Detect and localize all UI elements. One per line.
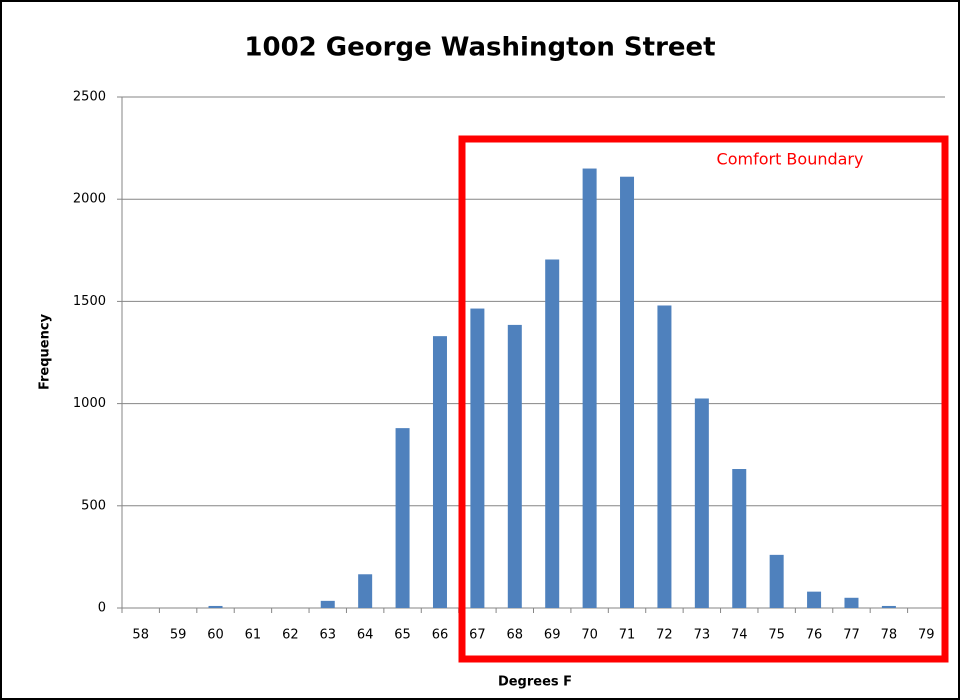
y-tick-label: 0	[98, 601, 106, 616]
bar	[881, 605, 896, 608]
y-tick-label: 1500	[73, 294, 106, 309]
bar	[358, 574, 373, 608]
y-axis-label: Frequency	[38, 313, 53, 390]
bar	[769, 554, 784, 608]
y-tick-label: 2500	[73, 90, 106, 105]
x-tick-label: 58	[132, 628, 149, 643]
x-tick-label: 63	[319, 628, 336, 643]
bar	[732, 469, 747, 608]
x-tick-label: 66	[432, 628, 449, 643]
x-tick-label: 60	[207, 628, 224, 643]
x-tick-label: 70	[581, 628, 598, 643]
bar	[844, 597, 859, 608]
x-tick-label: 74	[731, 628, 748, 643]
bar	[432, 336, 447, 608]
x-axis-label: Degrees F	[498, 675, 572, 690]
x-tick-label: 62	[282, 628, 299, 643]
x-tick-label: 59	[170, 628, 187, 643]
bar	[320, 600, 335, 608]
x-tick-label: 68	[507, 628, 524, 643]
bar	[208, 605, 223, 608]
y-tick-label: 500	[81, 498, 106, 513]
x-tick-label: 73	[694, 628, 711, 643]
bar	[657, 305, 672, 608]
plot-area: 0 500 1000 1500 2000 2500 58 59 60 61 62 63 64 65 66 67…	[73, 90, 946, 643]
bar	[470, 308, 485, 608]
comfort-boundary-box	[458, 135, 949, 663]
chart-title: 1002 George Washington Street	[244, 33, 715, 63]
x-tick-label: 77	[843, 628, 860, 643]
bar	[582, 168, 597, 609]
x-tick-label: 76	[806, 628, 823, 643]
x-tick-label: 75	[768, 628, 785, 643]
bar	[620, 176, 635, 608]
x-tick-label: 71	[619, 628, 636, 643]
x-tick-label: 78	[881, 628, 898, 643]
x-tick-label: 69	[544, 628, 561, 643]
x-tick-label: 64	[357, 628, 374, 643]
y-tick-label: 2000	[73, 192, 106, 207]
x-tick-label: 61	[245, 628, 262, 643]
x-tick-label: 72	[656, 628, 673, 643]
x-tick-label: 65	[394, 628, 411, 643]
x-tick-label: 67	[469, 628, 486, 643]
bar	[694, 398, 709, 608]
bar	[807, 591, 822, 608]
x-tick-label: 79	[918, 628, 935, 643]
annotation: Comfort Boundary	[717, 150, 864, 169]
bar	[545, 259, 560, 608]
bar	[507, 324, 522, 608]
bar	[395, 428, 410, 608]
y-tick-label: 1000	[73, 396, 106, 411]
